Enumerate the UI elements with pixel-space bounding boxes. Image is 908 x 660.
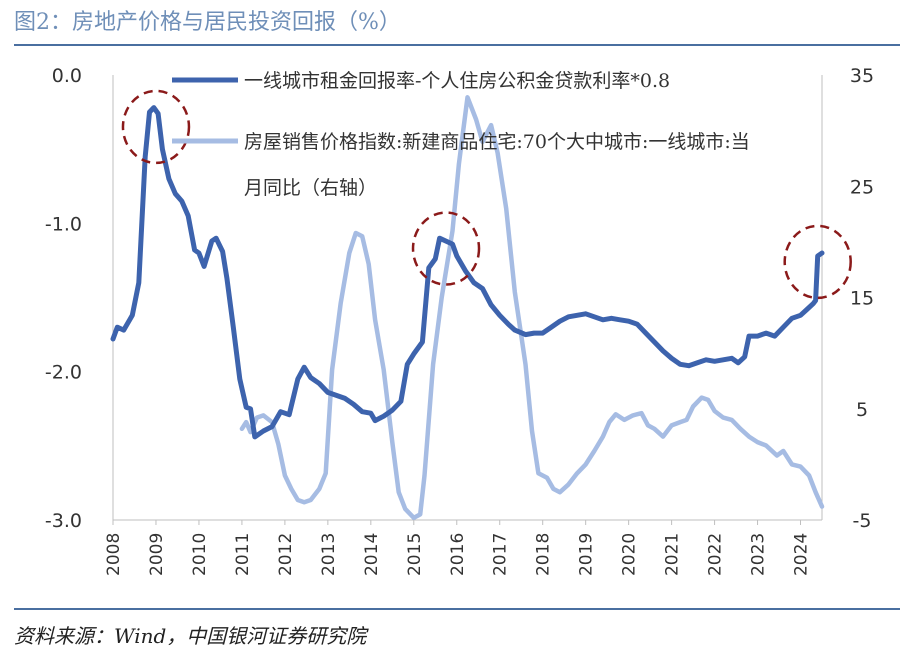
page-title: 图2：房地产价格与居民投资回报（%） xyxy=(14,10,401,35)
right-tick-label: -5 xyxy=(853,510,872,532)
legend-label-price-index: 房屋销售价格指数:新建商品住宅:70个大中城市:一线城市:当 月同比（右轴） xyxy=(244,131,756,199)
legend: 一线城市租金回报率-个人住房公积金贷款利率*0.8 房屋销售价格指数:新建商品住… xyxy=(172,70,756,199)
x-tick-label: 2021 xyxy=(663,533,683,576)
right-tick-label: 5 xyxy=(856,399,868,421)
right-tick-label: 35 xyxy=(850,65,874,87)
x-axis: 2008 2009 2010 2011 2012 2013 2014 2015 2016 2017… xyxy=(104,520,812,576)
x-tick-label: 2008 xyxy=(104,533,124,576)
x-tick-label: 2017 xyxy=(491,533,511,576)
right-tick-label: 25 xyxy=(850,176,874,198)
x-tick-label: 2023 xyxy=(749,533,769,576)
right-axis: 35 25 15 5 -5 xyxy=(850,65,874,532)
x-tick-label: 2022 xyxy=(706,533,726,576)
x-tick-label: 2010 xyxy=(190,533,210,576)
x-tick-label: 2015 xyxy=(405,533,425,576)
left-tick-label: -3.0 xyxy=(45,510,82,532)
annotation-layer xyxy=(121,89,852,300)
highlight-circle xyxy=(411,211,481,286)
left-axis: 0.0 -1.0 -2.0 -3.0 xyxy=(45,65,82,532)
left-tick-label: 0.0 xyxy=(52,65,82,87)
legend-label-price-index-line1: 房屋销售价格指数:新建商品住宅:70个大中城市:一线城市:当 xyxy=(244,131,750,153)
x-tick-label: 2009 xyxy=(147,533,167,576)
legend-label-price-index-line2: 月同比（右轴） xyxy=(244,177,377,199)
series-line-price-index xyxy=(239,95,825,521)
x-tick-label: 2024 xyxy=(792,533,812,576)
x-tick-label: 2013 xyxy=(319,533,339,576)
x-tick-label: 2014 xyxy=(362,533,382,576)
x-tick-label: 2011 xyxy=(233,533,253,576)
x-tick-label: 2019 xyxy=(577,533,597,576)
right-tick-label: 15 xyxy=(850,288,874,310)
source-note: 资料来源：Wind，中国银河证券研究院 xyxy=(14,624,367,648)
title-divider xyxy=(14,44,900,46)
x-tick-label: 2016 xyxy=(448,533,468,576)
footer-divider xyxy=(14,608,900,610)
left-tick-label: -2.0 xyxy=(45,362,82,384)
x-tick-label: 2012 xyxy=(276,533,296,576)
highlight-circle xyxy=(121,89,191,165)
legend-label-rent-return: 一线城市租金回报率-个人住房公积金贷款利率*0.8 xyxy=(244,70,670,92)
left-tick-label: -1.0 xyxy=(45,213,82,235)
x-tick-label: 2020 xyxy=(620,533,640,576)
highlight-circle xyxy=(783,224,852,300)
x-tick-label: 2018 xyxy=(534,533,554,576)
series-layer xyxy=(110,95,825,521)
series-line-rent-return xyxy=(110,105,825,440)
